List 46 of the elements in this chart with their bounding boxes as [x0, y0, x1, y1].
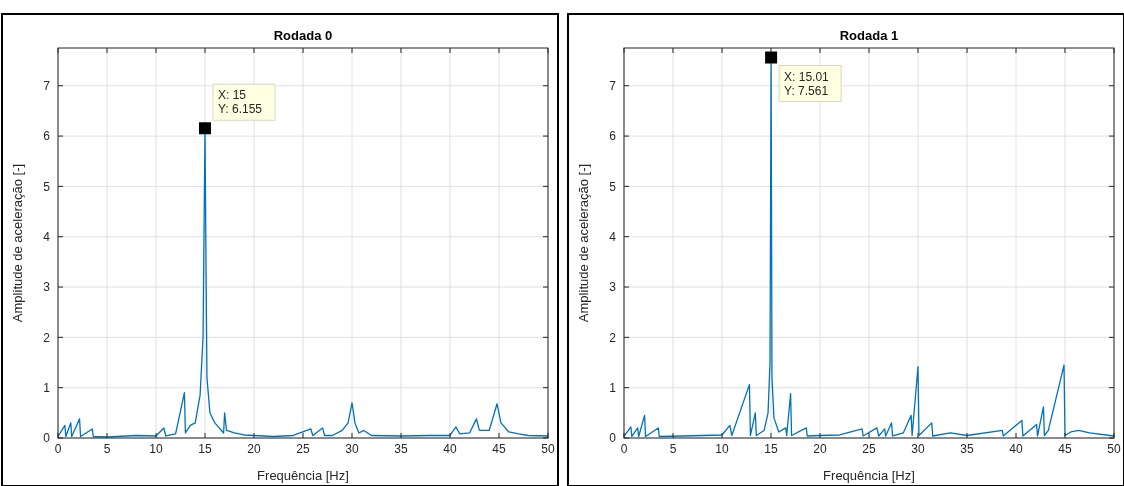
annotation: X: 15 Y: 6.155 [218, 88, 263, 117]
x-tick-label: 25 [296, 442, 310, 456]
y-tick-label: 7 [43, 78, 51, 93]
x-tick-label: 15 [198, 442, 212, 456]
x-axis-title: Frequência [Hz] [257, 468, 349, 483]
y-tick-label: 6 [609, 129, 617, 144]
y-tick-label: 5 [609, 179, 617, 194]
y-tick-label: 0 [609, 431, 617, 446]
y-tick-label: 0 [43, 431, 51, 446]
x-tick-label: 50 [541, 442, 555, 456]
x-tick-label: 30 [911, 442, 925, 456]
x-tick-label: 5 [669, 442, 677, 456]
y-tick-label: 4 [609, 229, 617, 244]
x-tick-label: 35 [960, 442, 974, 456]
chart-title: Rodada 0 [273, 28, 333, 43]
y-axis-title: Amplitude de aceleração [-] [576, 163, 591, 323]
x-tick-label: 10 [715, 442, 729, 456]
x-tick-label: 0 [620, 442, 628, 456]
x-axis-title: Frequência [Hz] [823, 468, 915, 483]
y-tick-label: 7 [609, 78, 617, 93]
y-tick-label: 6 [43, 129, 51, 144]
y-tick-label: 3 [609, 280, 617, 295]
x-tick-label: 5 [103, 442, 111, 456]
x-tick-label: 45 [1058, 442, 1072, 456]
x-tick-label: 40 [443, 442, 457, 456]
x-tick-label: 20 [813, 442, 827, 456]
chart-title: Rodada 1 [839, 28, 899, 43]
x-tick-label: 45 [492, 442, 506, 456]
x-tick-label: 20 [247, 442, 261, 456]
x-tick-label: 50 [1107, 442, 1121, 456]
x-tick-label: 25 [862, 442, 876, 456]
x-tick-label: 35 [394, 442, 408, 456]
y-tick-label: 1 [609, 380, 617, 395]
x-tick-label: 15 [764, 442, 778, 456]
y-axis-title: Amplitude de aceleração [-] [10, 163, 25, 323]
y-tick-label: 5 [43, 179, 51, 194]
x-tick-label: 40 [1009, 442, 1023, 456]
y-tick-label: 3 [43, 280, 51, 295]
annotation: X: 15.01 Y: 7.561 [784, 69, 830, 98]
y-tick-label: 1 [43, 380, 51, 395]
x-tick-label: 30 [345, 442, 359, 456]
x-tick-label: 0 [54, 442, 62, 456]
x-tick-label: 10 [149, 442, 163, 456]
y-tick-label: 4 [43, 229, 51, 244]
y-tick-label: 2 [609, 330, 617, 345]
y-tick-label: 2 [43, 330, 51, 345]
